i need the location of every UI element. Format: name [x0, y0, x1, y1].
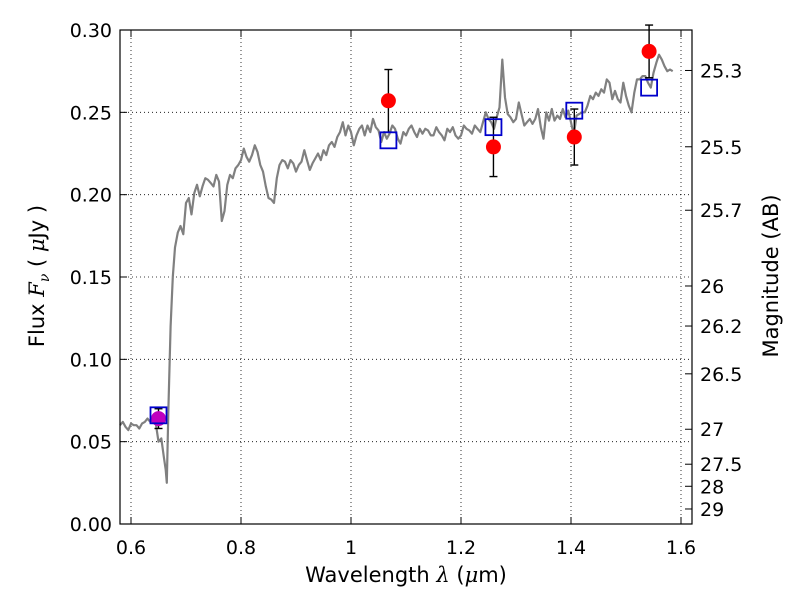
observed-flux-point — [566, 129, 582, 145]
error-bars — [154, 24, 654, 430]
secondary-y-axis-title: Magnitude (AB) — [759, 194, 783, 357]
y2-tick-label: 29 — [700, 499, 724, 521]
model-flux-point — [484, 118, 503, 137]
grid-lines — [120, 30, 692, 524]
observed-flux-series — [151, 43, 657, 427]
model-flux-series — [149, 78, 658, 425]
y-axis-title: Flux Fν ( μJy ) — [25, 205, 53, 347]
y2-tick-label: 28 — [700, 476, 724, 498]
y2-tick-label: 27 — [700, 419, 724, 441]
y2-tick-label: 26.5 — [700, 364, 742, 386]
y-tick-label: 0.15 — [70, 267, 112, 289]
model-flux-point — [640, 78, 658, 97]
y-tick-label: 0.00 — [70, 514, 112, 536]
y-tick-label: 0.25 — [70, 102, 112, 124]
x-axis-title: Wavelength λ (μm) — [305, 563, 507, 587]
model-flux-point — [379, 131, 398, 150]
y2-tick-label: 25.7 — [700, 200, 742, 222]
x-tick-label: 1.6 — [666, 537, 696, 559]
x-tick-label: 0.6 — [116, 537, 146, 559]
observed-flux-point — [641, 43, 657, 59]
x-tick-label: 1.4 — [556, 537, 586, 559]
y2-tick-label: 25.5 — [700, 137, 742, 159]
observed-flux-point — [380, 93, 396, 109]
x-tick-label: 1 — [345, 537, 357, 559]
y-tick-label: 0.30 — [70, 20, 112, 42]
y-tick-label: 0.20 — [70, 185, 112, 207]
plot-frame — [119, 29, 693, 525]
y2-tick-label: 26.2 — [700, 316, 742, 338]
x-tick-label: 1.2 — [446, 537, 476, 559]
model-flux-point — [565, 101, 584, 120]
x-axis-tick-labels: 0.6 0.8 1 1.2 1.4 1.6 — [116, 537, 696, 559]
y2-tick-label: 27.5 — [700, 454, 742, 476]
y-tick-label: 0.05 — [70, 432, 112, 454]
y2-tick-label: 25.3 — [700, 60, 742, 82]
model-flux-point — [149, 406, 168, 425]
axis-ticks — [120, 29, 692, 525]
observed-flux-point — [485, 139, 501, 155]
y2-tick-label: 26 — [700, 276, 724, 298]
x-tick-label: 0.8 — [226, 537, 256, 559]
observed-flux-point — [151, 411, 166, 427]
y-axis-tick-labels: 0.00 0.05 0.10 0.15 0.20 0.25 0.30 — [70, 20, 112, 536]
template-spectrum-series — [119, 53, 674, 484]
template-spectrum-line — [119, 53, 674, 484]
y-tick-label: 0.10 — [70, 349, 112, 371]
